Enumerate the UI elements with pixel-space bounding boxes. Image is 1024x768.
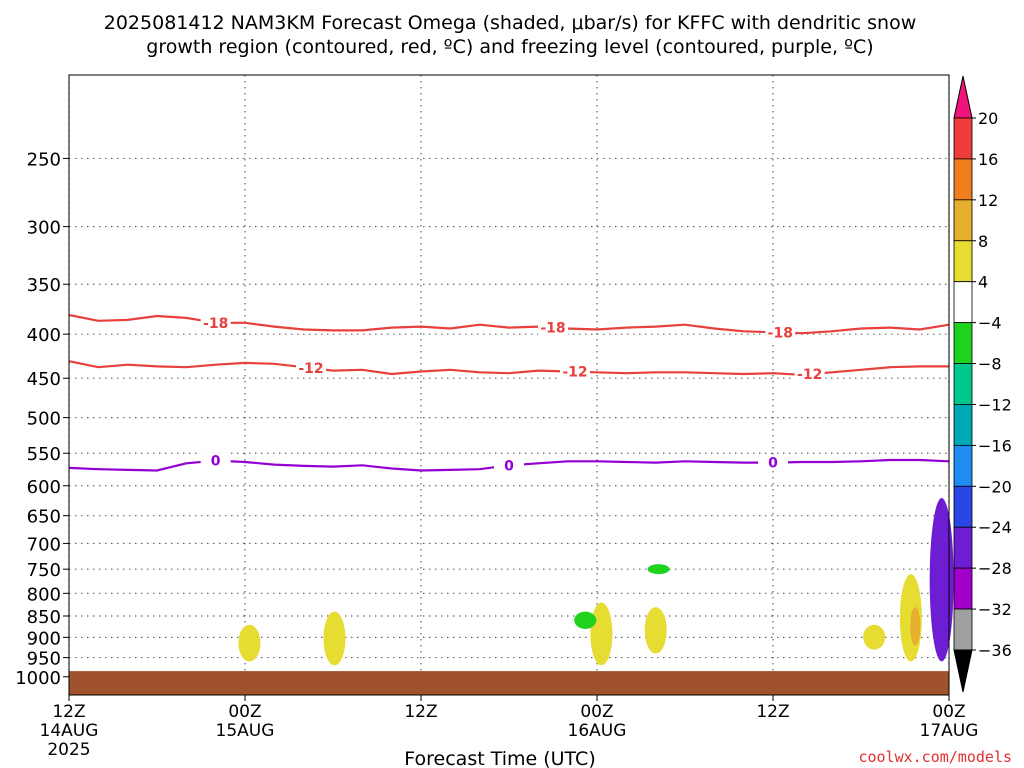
x-tick-label-60-0: 00Z — [932, 702, 965, 722]
colorbar-label-6: −8 — [978, 355, 1002, 374]
contour-label-bg-2-2 — [758, 454, 788, 471]
plot-frame — [68, 74, 950, 696]
shaded-region-1 — [323, 611, 346, 666]
terrain-band — [69, 671, 949, 695]
y-tick-label-950: 950 — [27, 649, 61, 670]
chart-title-line-1: 2025081412 NAM3KM Forecast Omega (shaded… — [104, 12, 916, 34]
x-tick-label-60-1: 17AUG — [920, 721, 979, 741]
contour-label-bg-2-0 — [200, 452, 231, 469]
chart-title-line-2: growth region (contoured, red, ºC) and f… — [146, 36, 873, 58]
contour-label-bg-1-0 — [296, 360, 326, 377]
shaded-region-6 — [910, 607, 921, 646]
colorbar-segment-6 — [953, 363, 973, 405]
colorbar-label-12: −32 — [978, 600, 1012, 619]
contour-lines: -18 -18 -18 -12 -12 -12 0 0 0 — [68, 313, 950, 474]
colorbar-label-9: −20 — [978, 477, 1012, 496]
contour-label-1-2: -12 — [797, 367, 822, 383]
x-tick-label-24-0: 12Z — [404, 702, 437, 722]
colorbar-label-3: 8 — [978, 232, 988, 251]
colorbar-segment-3 — [953, 240, 973, 283]
y-tick-label-400: 400 — [27, 325, 61, 346]
colorbar-label-11: −28 — [978, 559, 1012, 578]
contour-label-2-0: 0 — [211, 454, 221, 470]
shaded-region-9 — [929, 498, 954, 662]
colorbar-segment-11 — [953, 567, 973, 610]
y-tick-label-800: 800 — [27, 584, 61, 605]
grid-lines — [68, 75, 950, 695]
colorbar-label-8: −16 — [978, 436, 1012, 455]
y-tick-label-700: 700 — [27, 534, 61, 555]
colorbar-top-triangle — [953, 75, 973, 119]
colorbar-label-2: 12 — [978, 191, 998, 210]
colorbar-segment-5 — [953, 322, 973, 364]
contour-label-bg-0-1 — [538, 319, 568, 336]
colorbar: 20 16 12 8 4 −4 −8 −12 −16 −20 −24 −28 −32 −36 — [953, 75, 1012, 693]
y-tick-label-350: 350 — [27, 275, 61, 296]
contour-label-bg-0-0 — [200, 314, 231, 331]
y-tick-label-550: 550 — [27, 444, 61, 465]
colorbar-segment-12 — [953, 608, 973, 651]
x-tick-label-48-0: 12Z — [756, 702, 789, 722]
colorbar-label-13: −36 — [978, 641, 1012, 660]
y-tick-label-300: 300 — [27, 218, 61, 239]
y-tick-label-850: 850 — [27, 607, 61, 628]
contour-label-bg-1-1 — [560, 363, 590, 380]
colorbar-label-7: −12 — [978, 395, 1012, 414]
colorbar-label-4: 4 — [978, 273, 988, 292]
x-tick-label-36-1: 16AUG — [568, 721, 627, 741]
x-tick-label-36-0: 00Z — [580, 702, 613, 722]
colorbar-segment-1 — [953, 158, 973, 201]
x-axis-label: Forecast Time (UTC) — [404, 748, 595, 768]
contour-label-1-1: -12 — [562, 365, 587, 381]
contour-label-0-1: -18 — [540, 321, 565, 337]
contour-label-bg-2-1 — [494, 457, 524, 474]
contour-label-1-0: -12 — [298, 361, 323, 377]
colorbar-label-1: 16 — [978, 150, 998, 169]
contour-label-2-2: 0 — [768, 456, 778, 472]
y-tick-label-500: 500 — [27, 409, 61, 430]
shaded-region-4 — [863, 624, 886, 650]
x-tick-label-0-0: 12Z — [52, 702, 85, 722]
colorbar-segment-2 — [953, 199, 973, 242]
colorbar-segment-8 — [953, 444, 973, 487]
y-tick-label-650: 650 — [27, 507, 61, 528]
colorbar-label-0: 20 — [978, 109, 998, 128]
shaded-region-3 — [644, 607, 667, 654]
shaded-region-2 — [590, 602, 613, 666]
colorbar-segment-4 — [953, 281, 973, 324]
shaded-region-0 — [238, 624, 261, 662]
x-tick-label-12-0: 00Z — [228, 702, 261, 722]
y-tick-label-600: 600 — [27, 477, 61, 498]
y-tick-label-900: 900 — [27, 628, 61, 649]
shaded-region-8 — [647, 564, 670, 575]
y-tick-label-1000: 1000 — [15, 668, 61, 689]
colorbar-bottom-triangle — [953, 649, 973, 693]
colorbar-segment-0 — [953, 117, 973, 160]
x-tick-label-0-2: 2025 — [47, 740, 90, 760]
x-tick-label-12-1: 15AUG — [216, 721, 275, 741]
shaded-omega-regions — [238, 498, 954, 666]
contour-label-bg-0-2 — [765, 324, 796, 341]
colorbar-label-10: −24 — [978, 518, 1012, 537]
contour-label-0-2: -18 — [768, 326, 793, 342]
credit-text: coolwx.com/models — [858, 748, 1012, 766]
x-tick-label-0-1: 14AUG — [40, 721, 99, 741]
y-axis-ticks: 2503003504004505005506006507007508008509… — [15, 149, 69, 689]
colorbar-label-5: −4 — [978, 314, 1002, 333]
shaded-region-7 — [574, 611, 597, 629]
contour-label-2-1: 0 — [504, 458, 514, 474]
colorbar-segment-7 — [953, 404, 973, 446]
y-tick-label-250: 250 — [27, 149, 61, 170]
colorbar-segment-10 — [953, 526, 973, 569]
colorbar-segment-9 — [953, 485, 973, 528]
contour-label-bg-1-2 — [794, 366, 825, 383]
y-tick-label-450: 450 — [27, 369, 61, 390]
contour-label-0-0: -18 — [203, 316, 228, 332]
y-tick-label-750: 750 — [27, 560, 61, 581]
